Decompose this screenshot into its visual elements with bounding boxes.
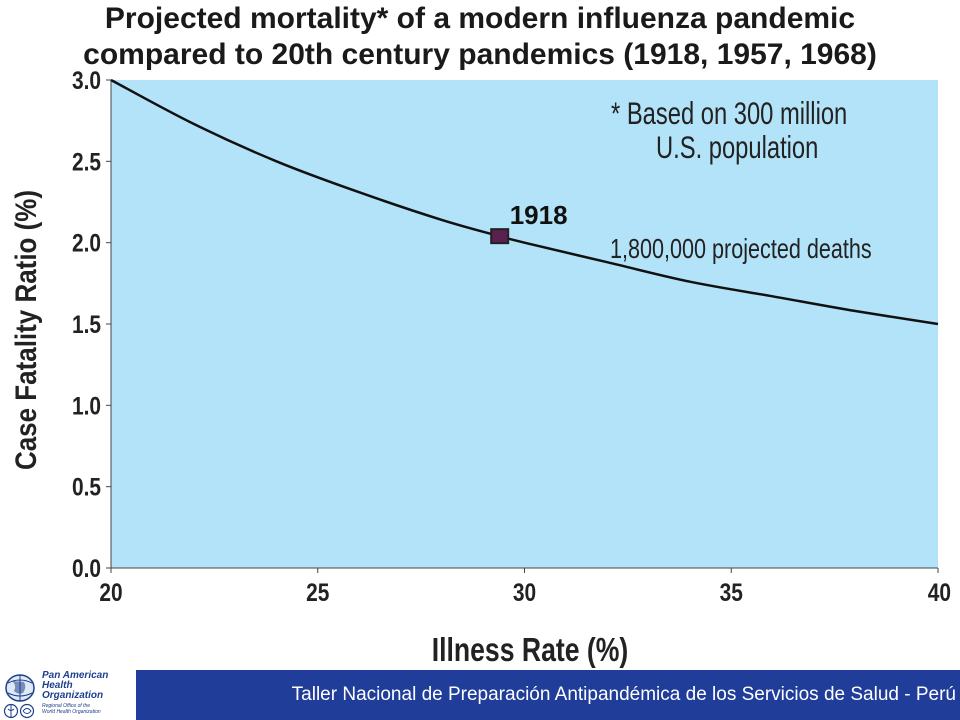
- who-emblem-icon: [3, 703, 35, 719]
- y-tick-label: 0.5: [72, 473, 101, 501]
- y-tick-label: 3.0: [72, 66, 101, 94]
- x-tick-label: 25: [306, 578, 329, 606]
- x-axis-label: Illness Rate (%): [432, 632, 629, 669]
- footer-text: Taller Nacional de Preparación Antipandé…: [291, 684, 956, 705]
- globe-icon: [5, 674, 35, 702]
- chart-title-line1: Projected mortality* of a modern influen…: [104, 2, 856, 35]
- y-tick-label: 0.0: [72, 554, 101, 582]
- y-tick-label: 1.5: [72, 310, 101, 338]
- x-tick-label: 35: [720, 578, 743, 606]
- chart: 0.0 0.5 1.0 1.5 2.0 2.5 3.0 20 25 30 35 40 1918 1,…: [9, 66, 951, 669]
- plot-area: [111, 80, 938, 568]
- logo-text-line3: Organization: [42, 690, 104, 701]
- chart-title-line2: compared to 20th century pandemics (1918…: [83, 38, 877, 71]
- logo-subtext-line1: Regional Office of the: [42, 703, 91, 709]
- logo-text-line1: Pan American: [42, 670, 109, 681]
- y-ticks: 0.0 0.5 1.0 1.5 2.0 2.5 3.0: [72, 66, 111, 582]
- y-tick-label: 1.0: [72, 391, 101, 419]
- x-tick-label: 40: [928, 578, 951, 606]
- point-label-1918: 1918: [510, 200, 568, 230]
- footer-bar: Pan American Health Organization Regiona…: [0, 670, 960, 720]
- logo-text-line2: Health: [42, 680, 73, 691]
- logo-subtext-line2: World Health Organization: [42, 709, 101, 715]
- footnote-line1: * Based on 300 million: [611, 96, 847, 131]
- series-line-projected-deaths: [110, 78, 939, 326]
- paho-logo: Pan American Health Organization Regiona…: [0, 670, 136, 720]
- x-tick-label: 20: [99, 578, 122, 606]
- y-tick-label: 2.0: [72, 229, 101, 257]
- data-point-1918: [490, 228, 510, 245]
- point-annotation-1918: 1,800,000 projected deaths: [610, 235, 872, 265]
- footnote-line2: U.S. population: [656, 130, 818, 165]
- y-tick-label: 2.5: [72, 147, 101, 175]
- x-tick-label: 30: [513, 578, 536, 606]
- footer-band: Taller Nacional de Preparación Antipandé…: [136, 670, 960, 720]
- x-ticks: 20 25 30 35 40: [99, 568, 951, 606]
- y-axis-label: Case Fatality Ratio (%): [9, 190, 42, 470]
